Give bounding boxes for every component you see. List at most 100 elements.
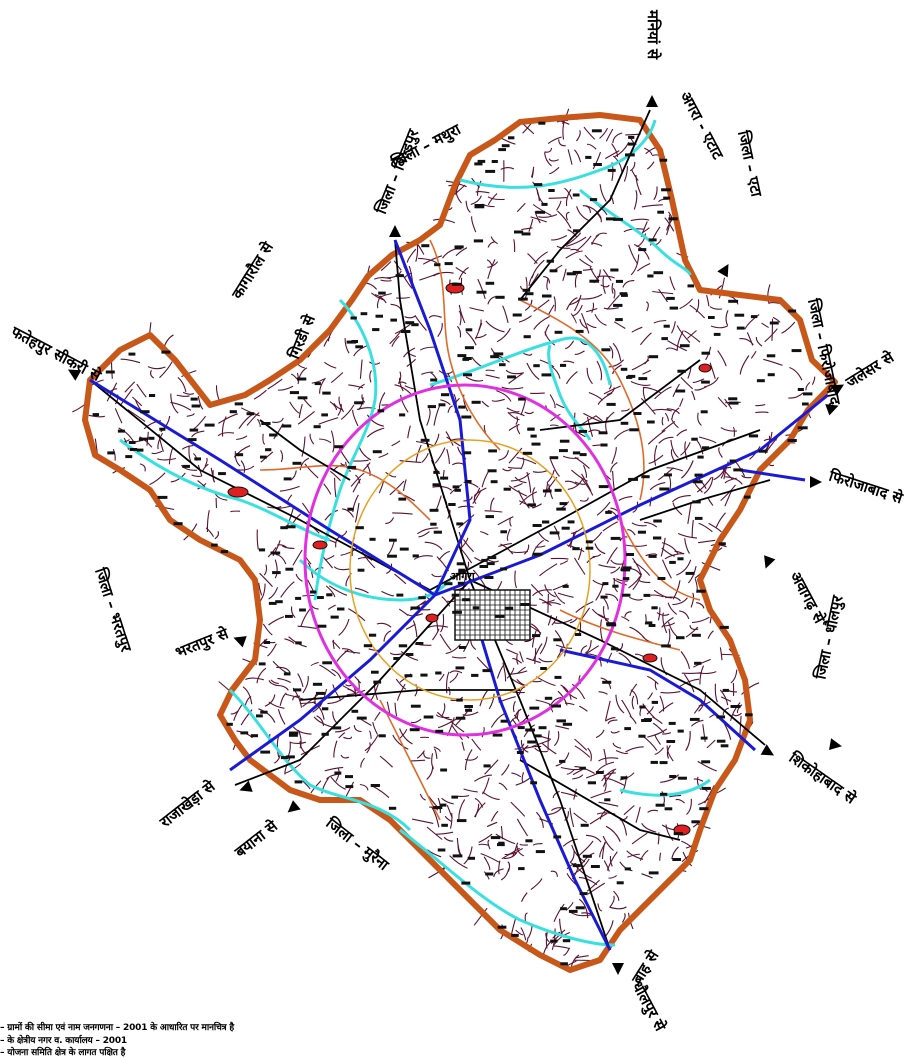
village-code-tag xyxy=(528,503,536,506)
village-code-tag xyxy=(285,615,293,618)
village-code-tag xyxy=(441,393,449,396)
village-code-tag xyxy=(456,699,463,702)
village-code-tag xyxy=(626,553,634,556)
village-code-tag xyxy=(629,428,639,431)
village-code-tag xyxy=(465,480,472,483)
footnote-3: – योजना समिति क्षेत्र के लागत पक्षित है xyxy=(0,1045,125,1058)
village-code-tag xyxy=(697,456,703,459)
village-code-tag xyxy=(322,661,332,664)
village-code-tag xyxy=(624,727,631,730)
village-code-tag xyxy=(373,681,381,684)
village-code-tag xyxy=(523,289,531,292)
village-code-tag xyxy=(433,806,442,809)
village-code-tag xyxy=(498,926,507,929)
village-code-tag xyxy=(677,557,683,560)
village-code-tag xyxy=(532,443,541,446)
village-code-tag xyxy=(498,148,506,151)
village-code-tag xyxy=(290,391,299,394)
village-code-tag xyxy=(555,676,562,679)
village-code-tag xyxy=(644,718,652,721)
village-code-tag xyxy=(694,662,701,665)
village-code-tag xyxy=(428,405,436,408)
village-code-tag xyxy=(118,430,125,433)
village-code-tag xyxy=(93,413,99,416)
village-code-tag xyxy=(560,962,568,965)
village-code-tag xyxy=(372,328,379,331)
village-code-tag xyxy=(729,402,739,405)
village-code-tag xyxy=(576,906,585,909)
village-code-tag xyxy=(633,412,641,415)
village-code-tag xyxy=(485,873,493,876)
village-code-tag xyxy=(638,735,645,738)
village-code-tag xyxy=(251,734,258,737)
village-code-tag xyxy=(664,325,670,328)
village-code-tag xyxy=(788,310,796,313)
town-marker xyxy=(313,541,327,549)
village-code-tag xyxy=(607,403,616,406)
village-code-tag xyxy=(107,451,114,454)
village-code-tag xyxy=(604,798,610,801)
village-code-tag xyxy=(661,644,671,647)
village-code-tag xyxy=(455,245,464,248)
village-code-tag xyxy=(533,364,539,367)
village-code-tag xyxy=(424,716,434,719)
village-code-tag xyxy=(770,322,779,325)
village-code-tag xyxy=(421,244,429,247)
village-code-tag xyxy=(693,480,703,483)
village-code-tag xyxy=(406,653,413,656)
village-code-tag xyxy=(106,371,115,374)
village-code-tag xyxy=(543,490,552,493)
village-code-tag xyxy=(370,538,376,541)
village-code-tag xyxy=(211,544,218,547)
village-code-tag xyxy=(623,577,629,580)
village-code-tag xyxy=(737,327,745,330)
village-code-tag xyxy=(295,597,301,600)
village-code-tag xyxy=(651,761,658,764)
village-code-tag xyxy=(735,314,745,317)
village-code-tag xyxy=(744,496,751,499)
village-code-tag xyxy=(585,156,591,159)
village-code-tag xyxy=(474,239,483,242)
village-code-tag xyxy=(486,282,495,285)
village-code-tag xyxy=(657,211,664,214)
village-code-tag xyxy=(401,330,411,333)
village-code-tag xyxy=(230,410,237,413)
village-code-tag xyxy=(576,330,584,333)
village-code-tag xyxy=(322,707,328,710)
village-code-tag xyxy=(669,775,676,778)
village-code-tag xyxy=(453,854,463,857)
village-code-tag xyxy=(733,468,743,471)
village-code-tag xyxy=(525,839,532,842)
village-code-tag xyxy=(416,642,424,645)
village-code-tag xyxy=(527,741,537,744)
village-code-tag xyxy=(560,364,566,367)
village-code-tag xyxy=(668,217,677,220)
village-code-tag xyxy=(322,392,330,395)
village-code-tag xyxy=(621,776,628,779)
village-code-tag xyxy=(663,197,670,200)
village-code-tag xyxy=(532,634,540,637)
village-code-tag xyxy=(493,734,503,737)
village-code-tag xyxy=(692,634,701,637)
village-code-tag xyxy=(548,189,554,192)
village-code-tag xyxy=(638,377,647,380)
village-code-tag xyxy=(260,711,267,714)
village-code-tag xyxy=(486,515,494,518)
village-code-tag xyxy=(553,835,561,838)
village-code-tag xyxy=(501,720,508,723)
village-code-tag xyxy=(458,406,465,409)
village-code-tag xyxy=(261,422,270,425)
village-code-tag xyxy=(588,781,596,784)
village-code-tag xyxy=(256,714,263,717)
village-code-tag xyxy=(378,409,385,412)
village-code-tag xyxy=(542,521,549,524)
village-code-tag xyxy=(672,858,681,861)
village-code-tag xyxy=(281,756,289,759)
village-code-tag xyxy=(326,593,332,596)
village-code-tag xyxy=(688,284,695,287)
village-code-tag xyxy=(275,600,283,603)
village-code-tag xyxy=(284,477,292,480)
village-code-tag xyxy=(161,351,170,354)
